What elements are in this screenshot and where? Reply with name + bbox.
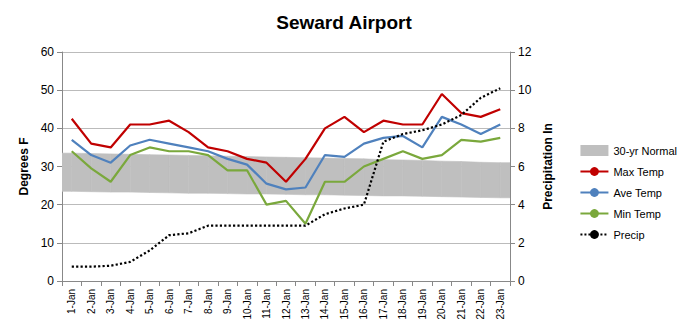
svg-text:30: 30	[41, 160, 55, 174]
svg-text:10: 10	[518, 83, 532, 97]
svg-text:Seward Airport: Seward Airport	[276, 12, 412, 33]
svg-text:50: 50	[41, 83, 55, 97]
svg-text:40: 40	[41, 121, 55, 135]
svg-text:20-Jan: 20-Jan	[436, 289, 447, 320]
svg-text:12: 12	[518, 45, 532, 59]
svg-text:8-Jan: 8-Jan	[203, 289, 214, 314]
svg-text:10-Jan: 10-Jan	[242, 289, 253, 320]
svg-text:4-Jan: 4-Jan	[125, 289, 136, 314]
svg-text:16-Jan: 16-Jan	[358, 289, 369, 320]
svg-text:Precipitation In: Precipitation In	[541, 123, 555, 210]
svg-text:11-Jan: 11-Jan	[261, 289, 272, 319]
svg-text:22-Jan: 22-Jan	[475, 289, 486, 320]
svg-text:23-Jan: 23-Jan	[495, 289, 506, 320]
svg-text:3-Jan: 3-Jan	[105, 289, 116, 314]
svg-text:2: 2	[518, 236, 525, 250]
svg-text:7-Jan: 7-Jan	[183, 289, 194, 314]
svg-text:21-Jan: 21-Jan	[456, 289, 467, 320]
svg-text:15-Jan: 15-Jan	[339, 289, 350, 320]
svg-text:17-Jan: 17-Jan	[378, 289, 389, 320]
svg-text:1-Jan: 1-Jan	[66, 289, 77, 314]
svg-text:19-Jan: 19-Jan	[417, 289, 428, 320]
svg-text:13-Jan: 13-Jan	[300, 289, 311, 320]
svg-text:0: 0	[47, 274, 54, 288]
svg-text:18-Jan: 18-Jan	[397, 289, 408, 320]
svg-text:Degrees F: Degrees F	[17, 137, 31, 195]
svg-text:0: 0	[518, 274, 525, 288]
svg-text:6-Jan: 6-Jan	[164, 289, 175, 314]
svg-text:30-yr Normal: 30-yr Normal	[613, 145, 677, 157]
svg-text:Precip: Precip	[613, 229, 644, 241]
svg-text:Min Temp: Min Temp	[613, 208, 660, 220]
svg-text:Ave Temp: Ave Temp	[613, 187, 662, 199]
svg-text:10: 10	[41, 236, 55, 250]
svg-text:Max Temp: Max Temp	[613, 166, 664, 178]
svg-text:20: 20	[41, 198, 55, 212]
svg-text:6: 6	[518, 160, 525, 174]
svg-text:60: 60	[41, 45, 55, 59]
svg-text:2-Jan: 2-Jan	[86, 289, 97, 314]
svg-text:4: 4	[518, 198, 525, 212]
svg-text:12-Jan: 12-Jan	[281, 289, 292, 320]
svg-text:9-Jan: 9-Jan	[222, 289, 233, 314]
svg-text:5-Jan: 5-Jan	[144, 289, 155, 314]
svg-text:14-Jan: 14-Jan	[319, 289, 330, 320]
svg-text:8: 8	[518, 121, 525, 135]
